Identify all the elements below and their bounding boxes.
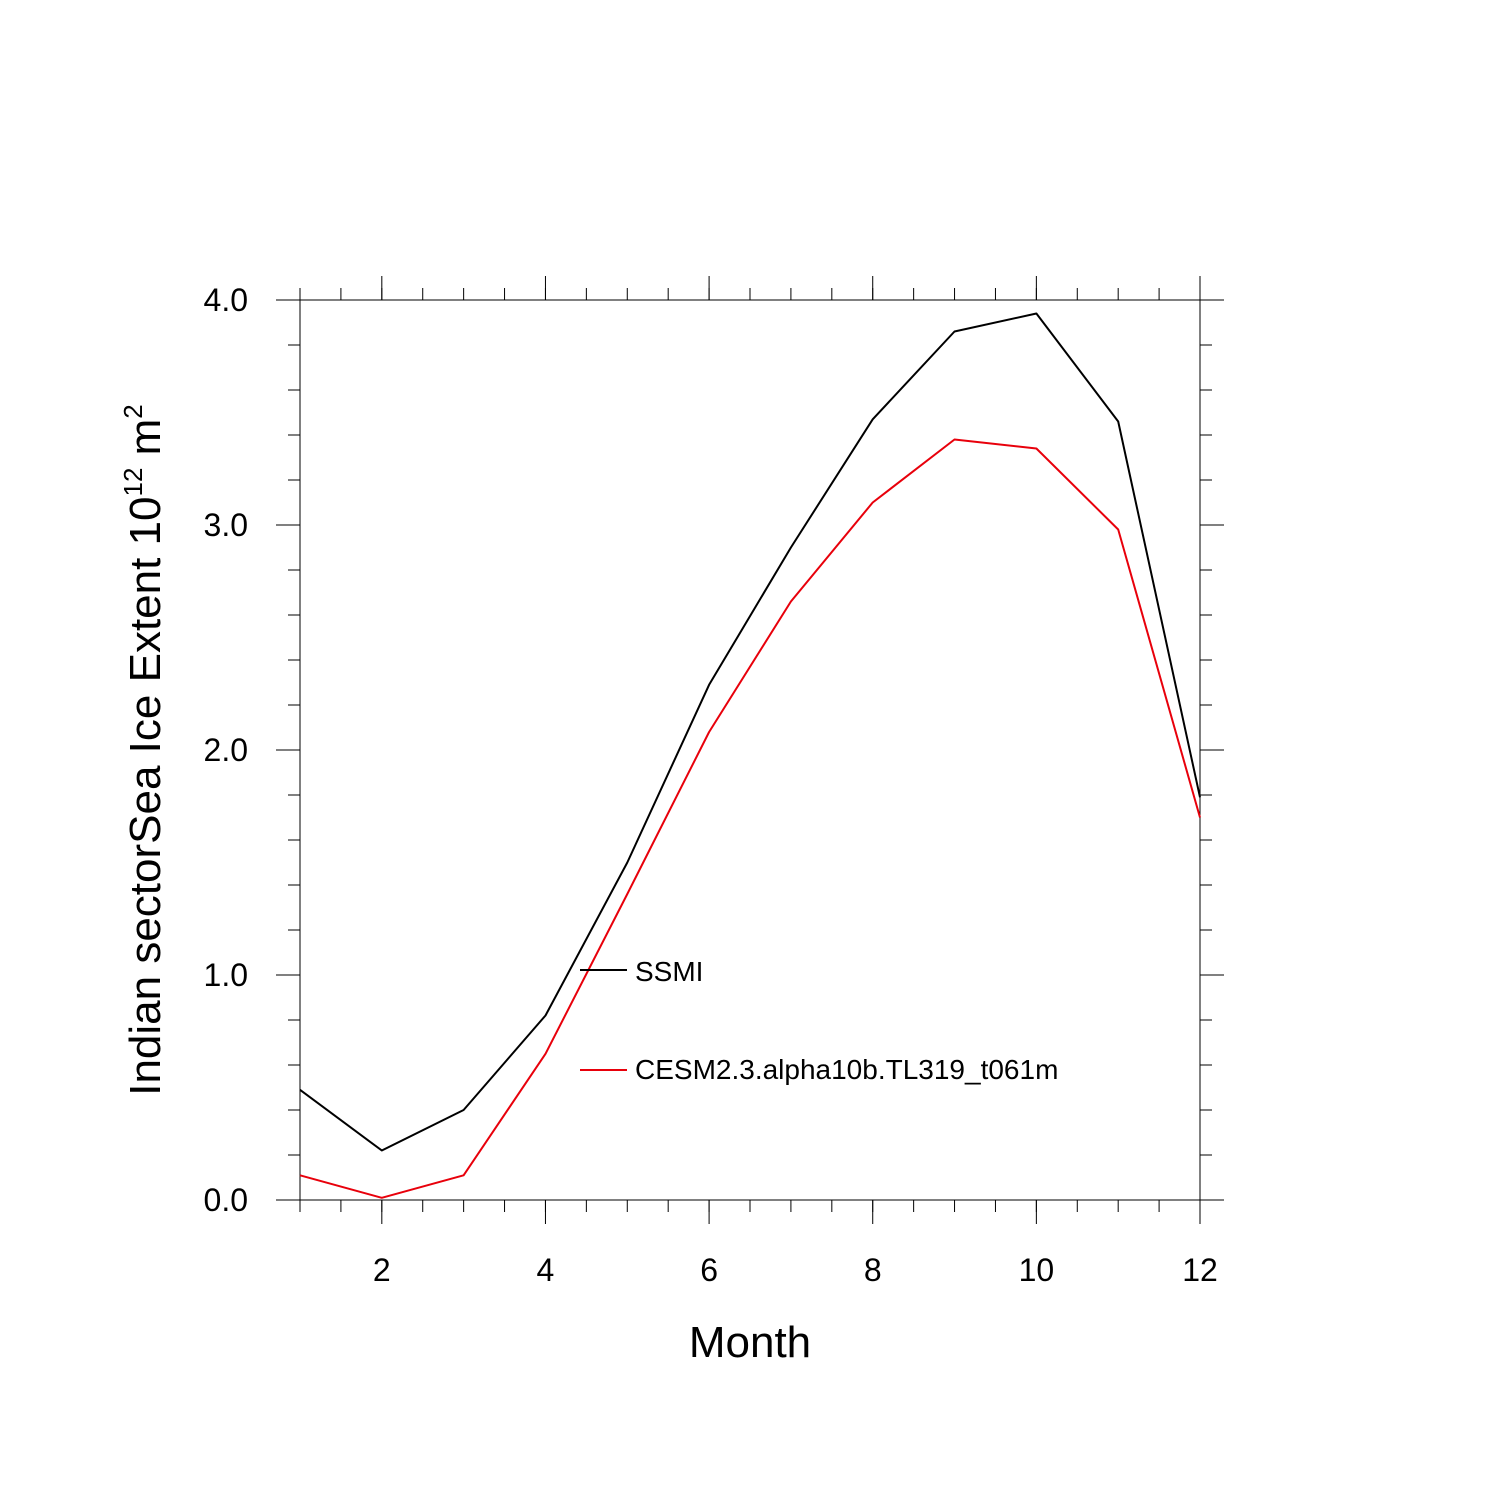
y-tick-label: 3.0 — [204, 507, 248, 543]
series-line-ssmi — [299, 312, 1201, 1152]
x-tick-label: 6 — [700, 1252, 718, 1288]
y-tick-labels: 0.0 1.0 2.0 3.0 4.0 — [204, 282, 248, 1218]
y-tick-label: 2.0 — [204, 732, 248, 768]
legend: SSMI CESM2.3.alpha10b.TL319_t061m — [580, 956, 1058, 1085]
x-axis-label: Month — [689, 1318, 811, 1367]
y-axis-label-unit: m — [121, 419, 170, 468]
major-ticks — [276, 276, 1224, 1224]
legend-label-cesm: CESM2.3.alpha10b.TL319_t061m — [635, 1054, 1058, 1085]
series-layer — [299, 312, 1201, 1199]
y-axis-label-exponent: 12 — [118, 468, 148, 497]
legend-label-ssmi: SSMI — [635, 956, 703, 987]
x-tick-label: 4 — [537, 1252, 555, 1288]
y-tick-label: 0.0 — [204, 1182, 248, 1218]
y-tick-label: 1.0 — [204, 957, 248, 993]
series-line-cesm — [299, 438, 1201, 1199]
x-tick-label: 12 — [1182, 1252, 1218, 1288]
x-tick-label: 10 — [1019, 1252, 1055, 1288]
y-tick-label: 4.0 — [204, 282, 248, 318]
plot-frame — [299, 299, 1201, 1201]
y-axis-label: Indian sectorSea Ice Extent 1012 m2 — [118, 404, 170, 1096]
x-tick-labels: 2 4 6 8 10 12 — [373, 1252, 1218, 1288]
y-axis-label-unit-exponent: 2 — [118, 404, 148, 418]
x-tick-label: 8 — [864, 1252, 882, 1288]
x-tick-label: 2 — [373, 1252, 391, 1288]
y-axis-label-main: Indian sectorSea Ice Extent 10 — [121, 497, 170, 1096]
